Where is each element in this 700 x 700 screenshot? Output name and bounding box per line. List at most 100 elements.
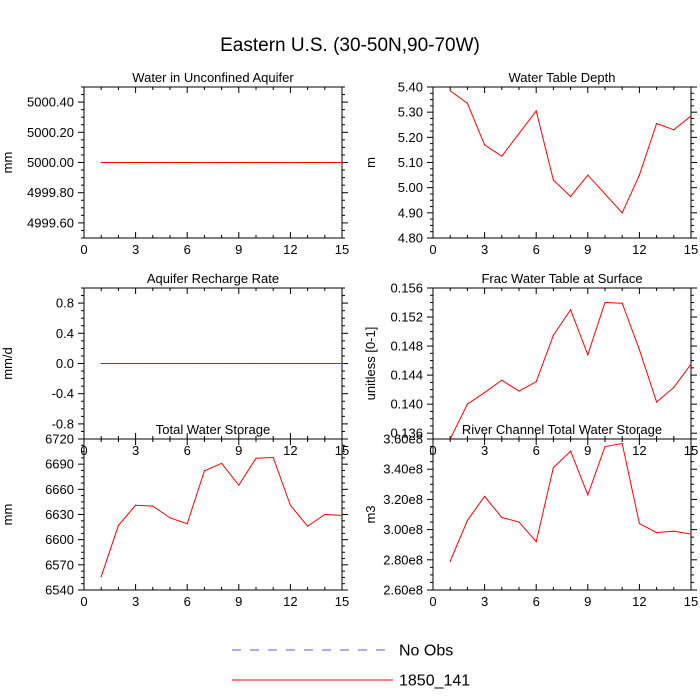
data-point bbox=[117, 362, 119, 365]
y-tick-label: 6660 bbox=[45, 482, 74, 497]
y-axis-label: mm bbox=[0, 504, 15, 526]
x-tick-label: 3 bbox=[132, 242, 139, 257]
data-point bbox=[466, 102, 468, 104]
y-tick-label: 5000.00 bbox=[27, 155, 74, 170]
y-tick-label: 5.10 bbox=[398, 155, 423, 170]
series-line-1 bbox=[449, 442, 692, 562]
data-point bbox=[255, 362, 257, 365]
data-point bbox=[341, 362, 343, 365]
data-point bbox=[570, 450, 572, 452]
data-point bbox=[307, 161, 309, 164]
data-point bbox=[169, 362, 171, 365]
data-point bbox=[690, 533, 692, 535]
y-axis-label: mm/d bbox=[0, 347, 15, 380]
data-point bbox=[152, 161, 154, 164]
data-point bbox=[518, 132, 520, 135]
panel-title: Water in Unconfined Aquifer bbox=[132, 70, 294, 85]
x-tick-label: 12 bbox=[632, 242, 646, 257]
data-point bbox=[100, 575, 102, 578]
panel-title: Frac Water Table at Surface bbox=[481, 271, 642, 286]
y-tick-label: 0.0 bbox=[56, 356, 74, 371]
data-point bbox=[621, 212, 623, 214]
data-point bbox=[673, 129, 675, 131]
data-point bbox=[604, 445, 606, 448]
data-point bbox=[656, 532, 658, 534]
data-point bbox=[501, 379, 503, 381]
data-point bbox=[552, 179, 555, 181]
x-tick-label: 12 bbox=[632, 443, 646, 458]
data-point bbox=[501, 516, 503, 519]
y-tick-label: 4999.80 bbox=[27, 185, 74, 200]
data-point bbox=[100, 362, 102, 365]
x-tick-label: 6 bbox=[184, 443, 191, 458]
y-tick-label: 5.20 bbox=[398, 130, 423, 145]
panel-title: Total Water Storage bbox=[156, 422, 270, 437]
data-point bbox=[221, 161, 223, 164]
data-point bbox=[341, 514, 343, 516]
data-point bbox=[484, 144, 486, 146]
y-tick-label: 2.60e8 bbox=[383, 583, 423, 598]
x-tick-label: 3 bbox=[481, 242, 488, 257]
y-tick-label: 3.40e8 bbox=[383, 462, 423, 477]
y-axis-label: unitless [0-1] bbox=[363, 327, 378, 401]
data-point bbox=[621, 442, 623, 445]
data-point bbox=[307, 525, 309, 527]
x-tick-label: 3 bbox=[132, 594, 139, 609]
data-point bbox=[135, 161, 137, 164]
y-tick-label: 3.60e8 bbox=[383, 432, 423, 447]
x-tick-label: 6 bbox=[533, 443, 540, 458]
y-axis-label: m bbox=[363, 157, 378, 168]
data-point bbox=[186, 161, 188, 164]
legend: No Obs 1850_141 bbox=[232, 643, 470, 690]
data-point bbox=[587, 494, 589, 496]
x-tick-label: 9 bbox=[584, 443, 591, 458]
x-tick-label: 3 bbox=[481, 594, 488, 609]
data-point bbox=[169, 517, 171, 519]
data-point bbox=[501, 155, 503, 157]
x-tick-label: 12 bbox=[632, 594, 646, 609]
data-point bbox=[307, 362, 309, 365]
y-tick-label: 6540 bbox=[45, 583, 74, 598]
data-point bbox=[341, 161, 343, 164]
panel-6: River Channel Total Water Storage 0 3 6 9 12 1… bbox=[363, 422, 698, 609]
data-point bbox=[272, 456, 274, 459]
data-point bbox=[203, 362, 205, 365]
data-point bbox=[690, 115, 692, 117]
x-tick-label: 9 bbox=[584, 242, 591, 257]
data-point bbox=[186, 362, 188, 365]
data-point bbox=[449, 560, 451, 562]
data-point bbox=[289, 161, 291, 164]
plot-frame bbox=[432, 287, 692, 440]
x-tick-label: 9 bbox=[235, 242, 242, 257]
x-tick-label: 6 bbox=[184, 594, 191, 609]
data-point bbox=[656, 122, 658, 125]
y-tick-label: 5.00 bbox=[398, 180, 423, 195]
data-point bbox=[518, 521, 520, 523]
data-point bbox=[203, 161, 205, 164]
data-point bbox=[587, 354, 589, 356]
data-point bbox=[518, 390, 520, 392]
data-point bbox=[656, 401, 658, 403]
x-tick-label: 0 bbox=[80, 594, 87, 609]
data-point bbox=[604, 301, 606, 304]
data-point bbox=[272, 362, 274, 365]
data-point bbox=[324, 513, 326, 516]
x-tick-label: 9 bbox=[235, 594, 242, 609]
y-axis-label: m3 bbox=[363, 505, 378, 523]
x-tick-label: 0 bbox=[80, 242, 87, 257]
y-tick-label: 6720 bbox=[45, 432, 74, 447]
y-tick-label: 6690 bbox=[45, 457, 74, 472]
y-tick-label: 5000.40 bbox=[27, 95, 74, 110]
y-tick-label: -0.8 bbox=[52, 416, 74, 431]
y-tick-label: 0.156 bbox=[390, 281, 423, 296]
data-point bbox=[673, 386, 675, 389]
data-point bbox=[117, 524, 119, 527]
x-tick-label: 6 bbox=[184, 242, 191, 257]
figure-title: Eastern U.S. (30-50N,90-70W) bbox=[220, 35, 480, 56]
y-axis-label: mm bbox=[0, 152, 15, 174]
data-point bbox=[169, 161, 171, 164]
data-point bbox=[587, 174, 589, 176]
y-tick-label: 0.4 bbox=[56, 326, 74, 341]
data-point bbox=[117, 161, 119, 164]
